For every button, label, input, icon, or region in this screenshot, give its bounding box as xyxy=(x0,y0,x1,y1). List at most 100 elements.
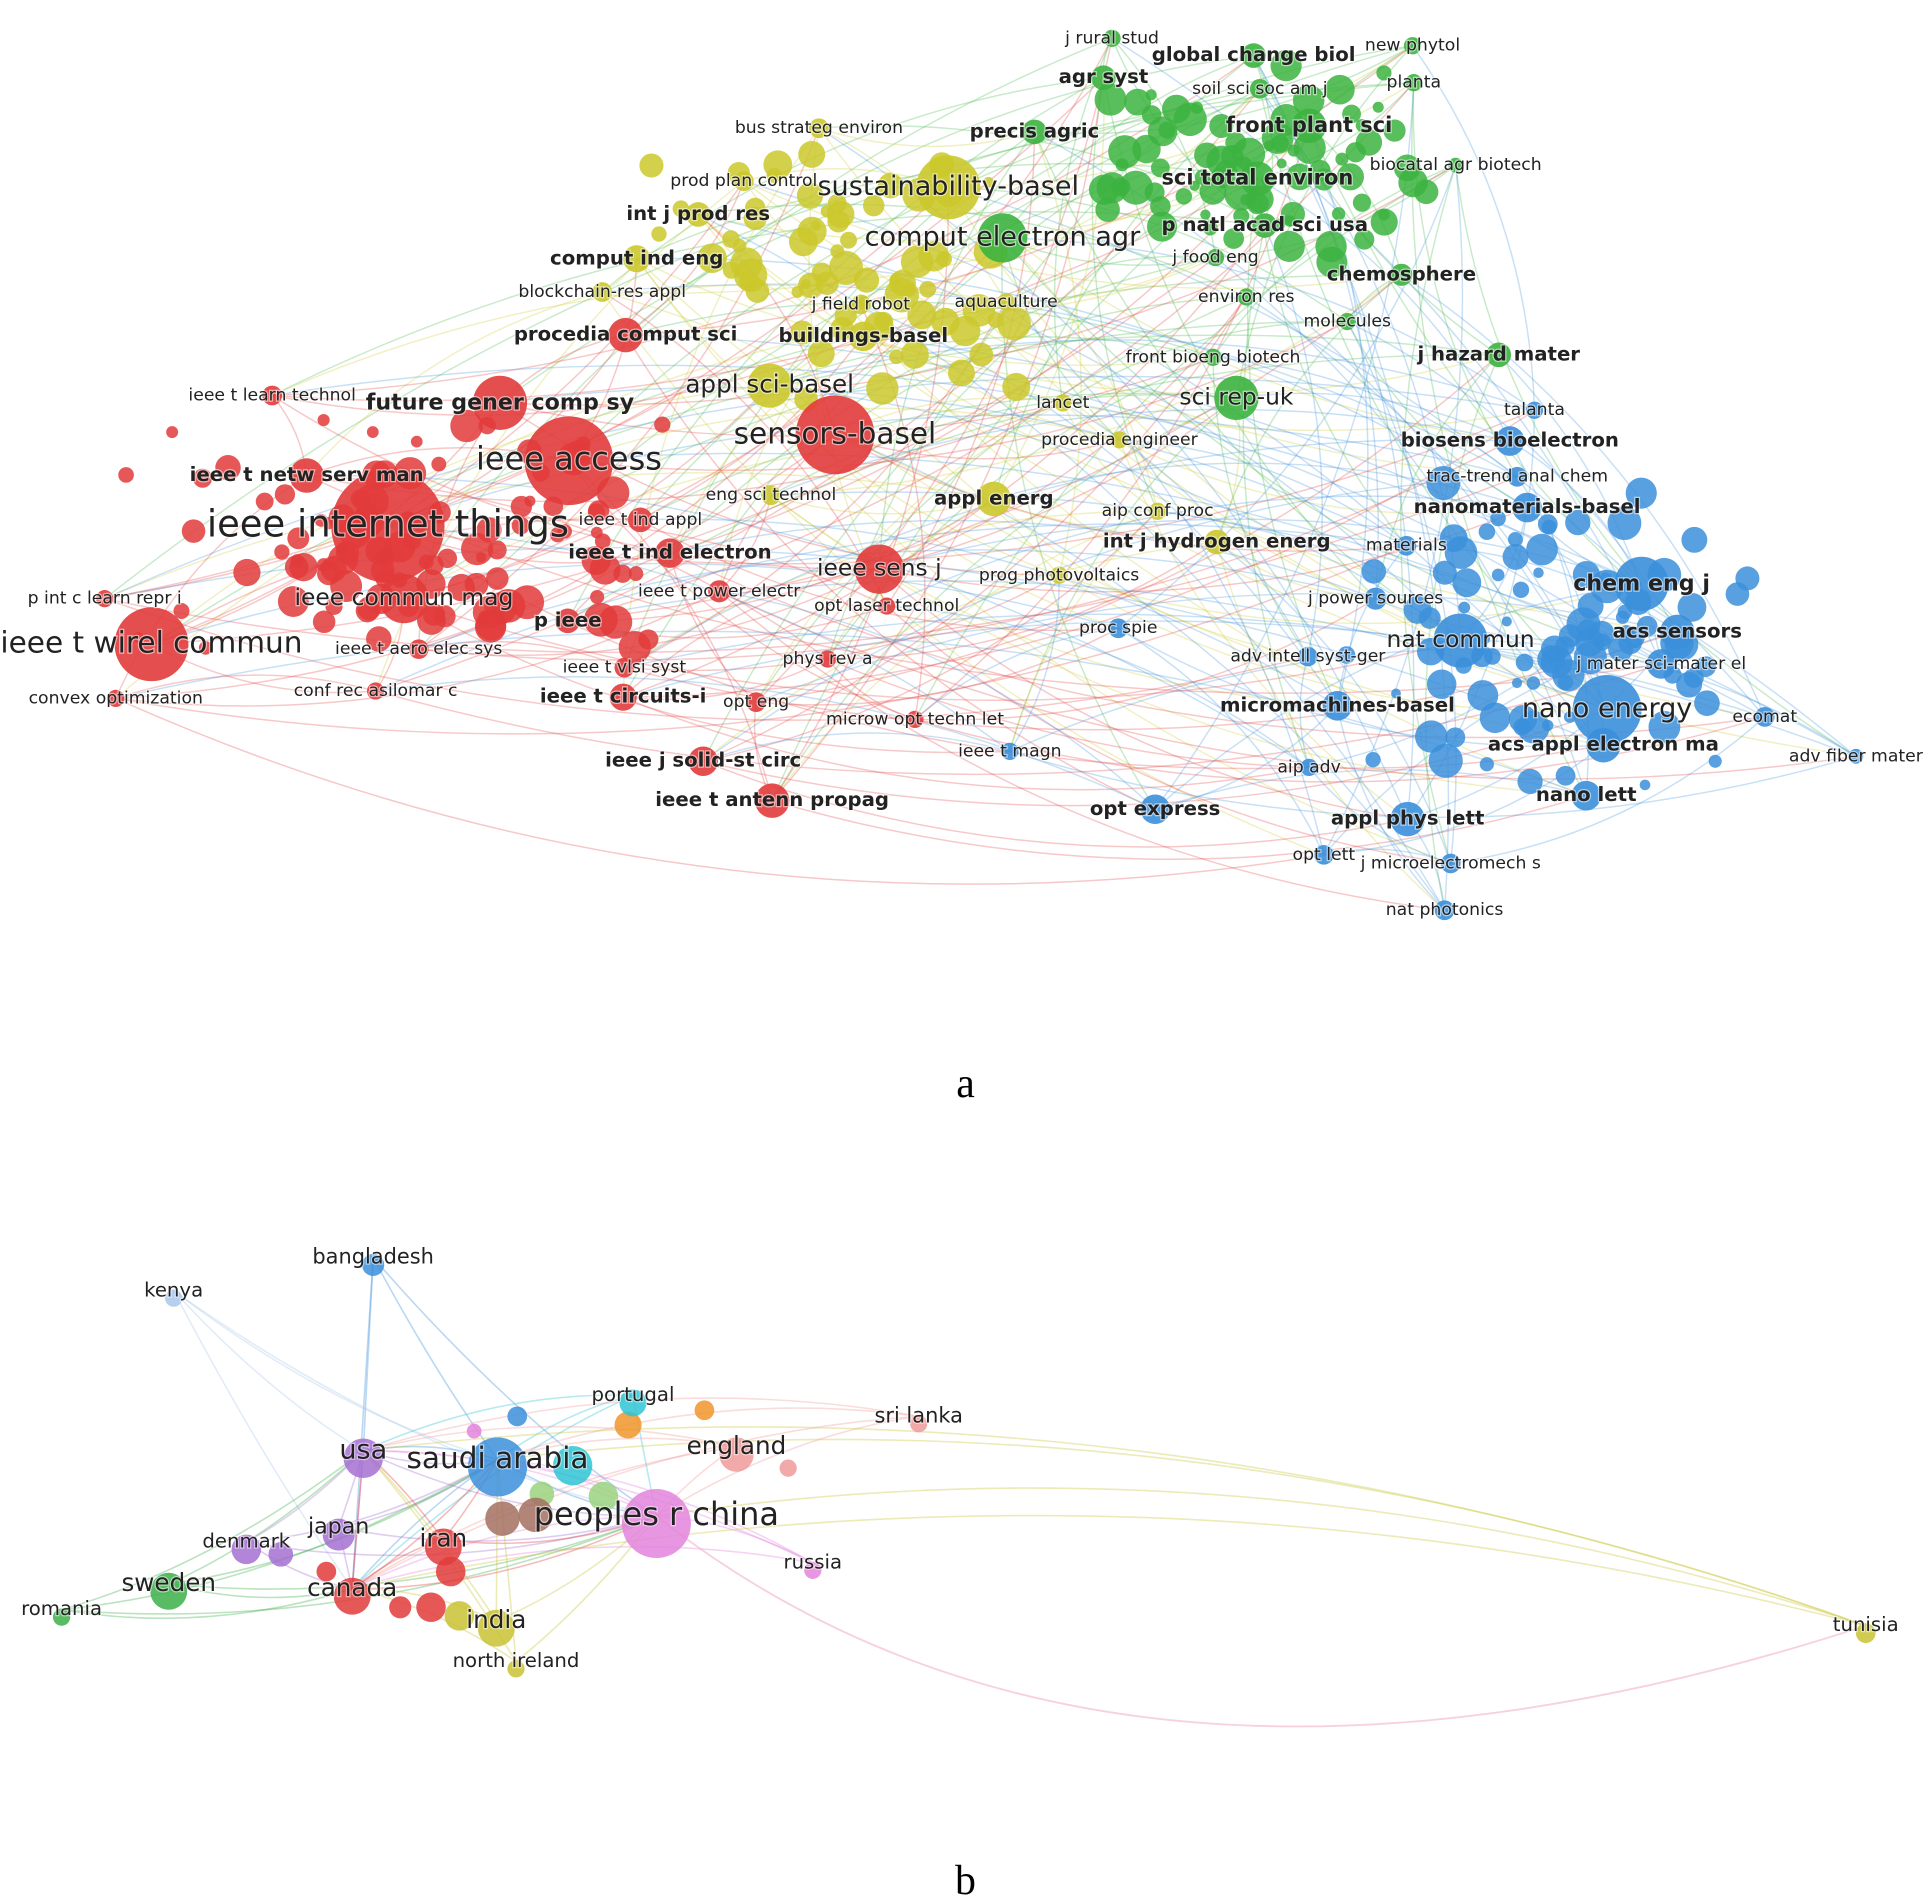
node xyxy=(655,538,685,568)
node-label: eng sci technol xyxy=(706,485,837,505)
edge xyxy=(61,1450,364,1611)
edge xyxy=(756,354,1500,703)
node-label: sustainability-basel xyxy=(817,171,1079,202)
node xyxy=(518,1497,553,1533)
node xyxy=(1002,372,1031,401)
node xyxy=(996,306,1031,341)
node xyxy=(485,1501,520,1536)
node-label: portugal xyxy=(592,1383,675,1406)
node xyxy=(1091,65,1116,91)
node xyxy=(608,317,643,353)
edge xyxy=(1336,705,1446,911)
node xyxy=(511,516,530,535)
edge xyxy=(351,1257,374,1589)
edge xyxy=(993,77,1105,500)
node xyxy=(1491,568,1505,582)
node xyxy=(811,220,821,231)
edge xyxy=(1002,237,1535,411)
node xyxy=(1483,648,1501,665)
node xyxy=(466,1423,482,1439)
edge xyxy=(1246,178,1339,707)
edge xyxy=(886,131,1036,607)
edge xyxy=(1216,274,1402,543)
node xyxy=(697,243,727,274)
node xyxy=(1625,477,1657,509)
node xyxy=(1298,646,1318,667)
edge xyxy=(702,296,1247,762)
node xyxy=(790,320,815,345)
edge xyxy=(1001,237,1159,512)
node-label: aip conf proc xyxy=(1102,501,1214,521)
edge xyxy=(771,77,1105,802)
node xyxy=(1054,394,1072,412)
edge xyxy=(878,568,1408,820)
edge xyxy=(1119,439,1528,515)
edge xyxy=(863,335,1857,757)
edge xyxy=(914,627,1119,720)
node xyxy=(1433,613,1488,668)
node xyxy=(1150,195,1171,217)
node xyxy=(1252,213,1278,238)
edge xyxy=(948,186,1766,718)
edge xyxy=(886,605,1451,865)
node xyxy=(107,689,125,708)
node xyxy=(1352,193,1372,212)
edge xyxy=(1117,627,1325,856)
edge xyxy=(1033,131,1082,576)
edge xyxy=(770,494,995,515)
edge xyxy=(623,409,1535,698)
node-label: soil sci soc am j xyxy=(1192,79,1327,99)
node-label: global change biol xyxy=(1152,43,1356,66)
edge xyxy=(771,510,1158,802)
node xyxy=(410,435,423,448)
node xyxy=(834,304,857,327)
node xyxy=(1555,765,1576,786)
edge xyxy=(771,795,1587,860)
node-label: tunisia xyxy=(1833,1613,1899,1636)
edge xyxy=(1058,574,1642,625)
node xyxy=(1432,560,1457,585)
node xyxy=(166,426,179,439)
edge xyxy=(1216,541,1376,600)
node-label: iran xyxy=(420,1524,468,1553)
node-label: ieee t ind electron xyxy=(568,541,771,564)
node xyxy=(1194,169,1211,185)
node xyxy=(464,572,489,597)
edge xyxy=(372,1257,657,1517)
node xyxy=(173,603,190,619)
node-label: ieee t power electr xyxy=(638,581,801,601)
edge xyxy=(624,613,1857,757)
edge xyxy=(702,541,1217,762)
node xyxy=(1204,529,1230,555)
node xyxy=(1648,711,1681,743)
node xyxy=(1372,101,1384,113)
edge xyxy=(1154,583,1642,810)
node xyxy=(165,1289,183,1307)
node xyxy=(1467,680,1499,711)
node-label: japan xyxy=(307,1514,369,1540)
edge xyxy=(601,291,1325,856)
node-label: p natl acad sci usa xyxy=(1162,213,1368,236)
node-label: nat commun xyxy=(1387,625,1535,653)
edge xyxy=(636,258,1451,865)
node xyxy=(1325,74,1355,105)
edge xyxy=(640,518,1338,707)
node xyxy=(287,527,310,550)
node xyxy=(1426,669,1457,700)
edge xyxy=(769,339,1535,411)
edge xyxy=(1001,237,1120,441)
edge xyxy=(622,127,820,698)
edge xyxy=(403,597,1461,701)
node xyxy=(809,118,829,139)
node xyxy=(1200,209,1211,220)
edge xyxy=(834,434,1407,552)
edge xyxy=(104,476,1518,654)
node-label: nat photonics xyxy=(1386,900,1504,920)
node xyxy=(739,271,760,292)
edge xyxy=(151,180,745,645)
node-label: sci rep-uk xyxy=(1179,382,1294,410)
edge xyxy=(351,1545,813,1590)
node xyxy=(1444,536,1478,569)
edge xyxy=(719,590,1156,810)
node xyxy=(818,650,837,668)
